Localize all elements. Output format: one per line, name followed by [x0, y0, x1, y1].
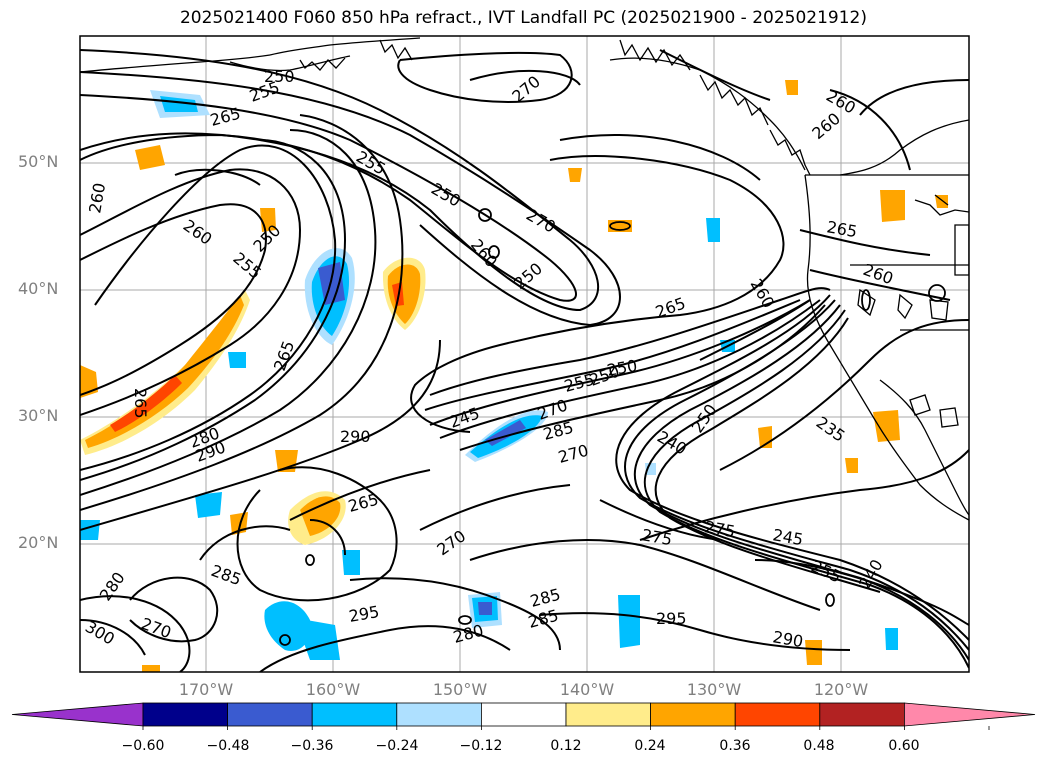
contour-label: 265 — [131, 388, 150, 419]
colorbar-tick-label: −0.12 — [459, 738, 503, 754]
colorbar-extend-low — [11, 702, 144, 727]
colorbar-segment — [819, 702, 905, 727]
colorbar-tick-label: 0.60 — [888, 738, 920, 754]
colorbar-segment — [734, 702, 821, 727]
contour-label: 250 — [264, 67, 295, 86]
colorbar-segment — [480, 702, 567, 727]
colorbar-tick-label: 0.12 — [550, 738, 582, 754]
map-frame — [79, 35, 970, 673]
lon-label: 150°W — [432, 680, 488, 699]
lat-label: 40°N — [18, 279, 59, 298]
colorbar — [11, 702, 1036, 730]
contour-label: 295 — [656, 609, 687, 628]
colorbar-tick-label: −0.60 — [121, 738, 165, 754]
lon-label: 120°W — [813, 680, 869, 699]
lon-label: 170°W — [178, 680, 234, 699]
lon-label: 130°W — [686, 680, 742, 699]
coastlines — [80, 37, 969, 521]
lat-label: 20°N — [18, 533, 59, 552]
colorbar-extend-high — [904, 702, 1036, 727]
map-area: 250 255 265 260 260 270 260 255 250 250 … — [80, 36, 969, 672]
gridlines — [80, 36, 969, 672]
colorbar-segment — [565, 702, 651, 727]
colorbar-tick-label: 0.24 — [634, 738, 666, 754]
refractivity-contours — [80, 49, 969, 672]
colorbar-segment — [650, 702, 736, 727]
lat-label: 50°N — [18, 152, 59, 171]
colorbar-tick-label: −0.24 — [375, 738, 419, 754]
colorbar-segment — [311, 702, 398, 727]
colorbar-tick-label: −0.48 — [206, 738, 250, 754]
colorbar-tick-label: −0.36 — [290, 738, 334, 754]
lat-label: 30°N — [18, 406, 59, 425]
contour-label: 290 — [340, 427, 371, 446]
map-title: 2025021400 F060 850 hPa refract., IVT La… — [179, 8, 867, 28]
lon-label: 140°W — [559, 680, 615, 699]
lon-label: 160°W — [305, 680, 361, 699]
colorbar-segment — [142, 702, 228, 727]
colorbar-segment — [227, 702, 313, 727]
colorbar-tick-label: 0.36 — [719, 738, 751, 754]
small-contour-rings — [279, 208, 946, 646]
colorbar-tick-label: 0.48 — [803, 738, 835, 754]
colorbar-segment — [396, 702, 482, 727]
